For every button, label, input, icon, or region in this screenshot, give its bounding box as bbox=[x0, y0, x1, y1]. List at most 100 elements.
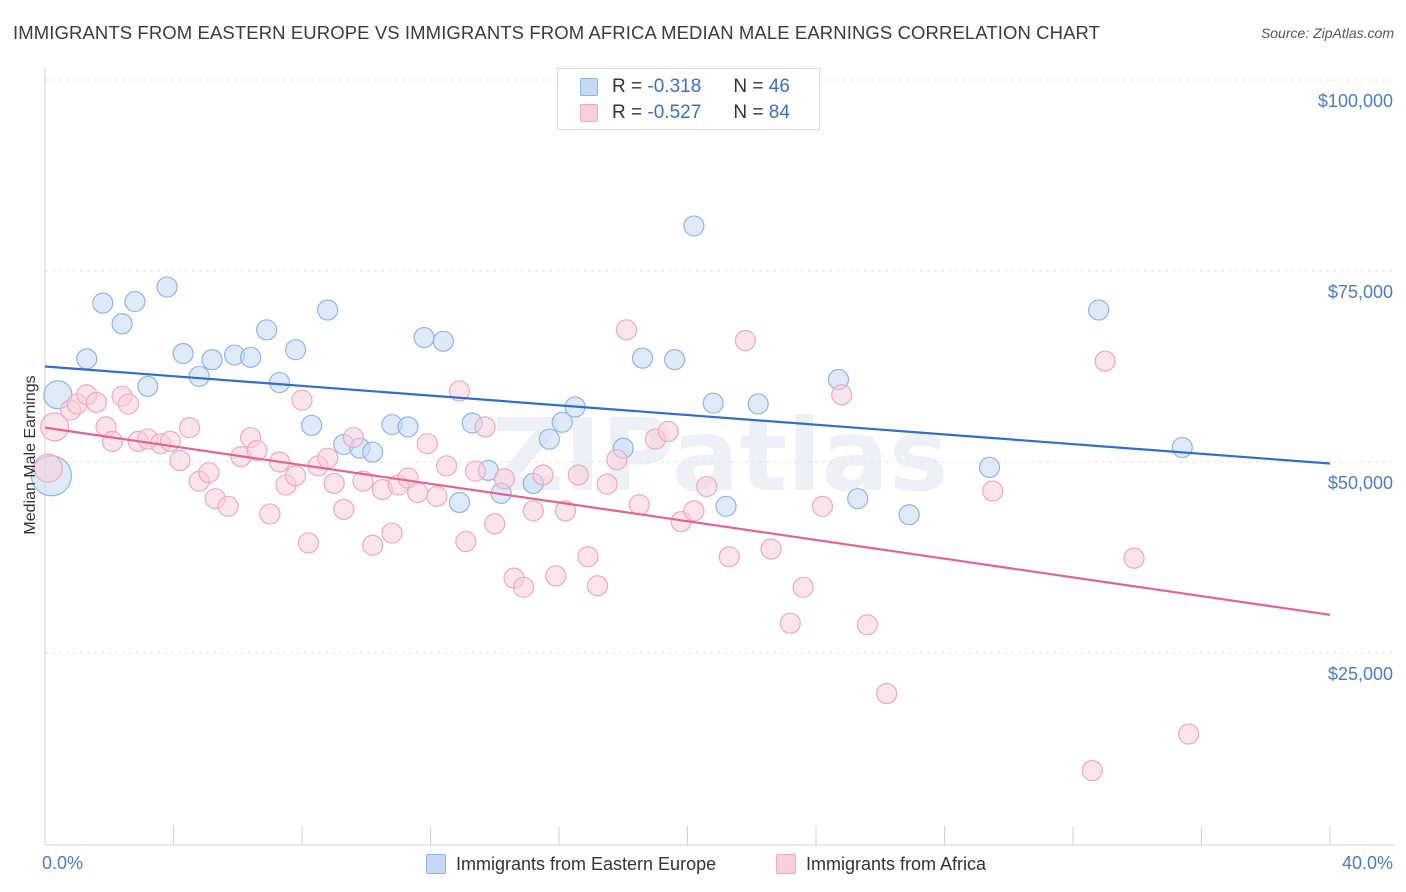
legend-row-eastern-europe: R = -0.318 N = 46 bbox=[580, 75, 790, 99]
point-africa bbox=[577, 546, 599, 568]
point-africa bbox=[532, 464, 554, 486]
point-africa bbox=[596, 473, 618, 495]
legend-r-value: -0.318 bbox=[647, 76, 702, 97]
legend-item-eastern-europe[interactable]: Immigrants from Eastern Europe bbox=[426, 852, 716, 876]
y-tick-label: $50,000 bbox=[1328, 473, 1393, 493]
point-africa bbox=[381, 522, 403, 544]
y-tick-label: $25,000 bbox=[1328, 664, 1393, 684]
point-africa bbox=[416, 433, 438, 455]
point-africa bbox=[1081, 760, 1103, 782]
point-africa bbox=[856, 614, 879, 636]
point-africa bbox=[484, 513, 506, 535]
legend-n-value: 84 bbox=[768, 102, 790, 123]
point-eastern-europe bbox=[362, 441, 384, 463]
point-africa bbox=[683, 500, 705, 522]
point-africa bbox=[792, 576, 814, 598]
point-africa bbox=[259, 503, 281, 525]
point-africa bbox=[426, 485, 448, 507]
point-africa bbox=[718, 546, 740, 568]
point-africa bbox=[198, 462, 220, 484]
point-africa bbox=[696, 475, 718, 498]
point-africa bbox=[407, 481, 429, 504]
point-eastern-europe bbox=[240, 346, 262, 368]
point-africa bbox=[1094, 350, 1116, 372]
y-tick-labels: $25,000 $50,000 $75,000 $100,000 bbox=[1318, 91, 1393, 684]
point-eastern-europe bbox=[551, 411, 573, 433]
point-eastern-europe bbox=[188, 365, 210, 388]
point-eastern-europe bbox=[256, 319, 278, 341]
x-tick-labels: 0.0% 40.0% bbox=[42, 853, 1393, 873]
point-eastern-europe bbox=[978, 456, 1001, 478]
point-africa bbox=[734, 329, 756, 352]
point-eastern-europe bbox=[201, 349, 223, 371]
point-eastern-europe bbox=[1171, 436, 1193, 459]
point-africa bbox=[982, 480, 1004, 502]
point-africa bbox=[474, 416, 496, 438]
point-africa bbox=[657, 420, 679, 443]
point-africa bbox=[333, 498, 355, 520]
point-eastern-europe bbox=[268, 371, 291, 394]
point-africa bbox=[169, 449, 191, 472]
point-africa bbox=[40, 412, 70, 442]
point-eastern-europe bbox=[1088, 299, 1110, 321]
point-eastern-europe bbox=[432, 330, 454, 352]
point-eastern-europe bbox=[715, 495, 737, 517]
point-africa bbox=[246, 439, 268, 462]
legend-swatch-eastern-europe bbox=[580, 78, 598, 96]
point-eastern-europe bbox=[413, 326, 435, 349]
point-africa bbox=[628, 494, 650, 516]
point-africa bbox=[101, 430, 124, 452]
point-africa bbox=[779, 612, 801, 634]
point-africa bbox=[342, 426, 364, 449]
y-tick-label: $75,000 bbox=[1328, 282, 1393, 302]
point-eastern-europe bbox=[284, 339, 307, 361]
point-eastern-europe bbox=[156, 276, 178, 298]
point-eastern-europe bbox=[92, 292, 114, 314]
point-eastern-europe bbox=[631, 347, 654, 369]
point-eastern-europe bbox=[538, 428, 560, 450]
point-africa bbox=[1123, 547, 1145, 569]
chart-source: Source: ZipAtlas.com bbox=[1260, 25, 1394, 41]
point-eastern-europe bbox=[683, 215, 705, 237]
point-eastern-europe bbox=[747, 393, 769, 415]
legend-item-africa[interactable]: Immigrants from Africa bbox=[776, 852, 986, 876]
legend-label-eastern-europe: Immigrants from Eastern Europe bbox=[456, 853, 717, 874]
point-eastern-europe bbox=[111, 313, 133, 335]
point-eastern-europe bbox=[448, 491, 471, 514]
point-africa bbox=[831, 384, 853, 406]
point-eastern-europe bbox=[397, 416, 419, 438]
legend-top: R = -0.318 N = 46 R = -0.527 N = 84 bbox=[557, 68, 820, 130]
point-africa bbox=[493, 468, 515, 490]
series-africa-points bbox=[33, 319, 1200, 782]
point-eastern-europe bbox=[137, 375, 159, 397]
point-africa bbox=[85, 391, 108, 414]
point-africa bbox=[317, 447, 339, 469]
point-africa bbox=[297, 532, 320, 554]
point-eastern-europe bbox=[702, 392, 724, 414]
point-africa bbox=[435, 455, 458, 477]
point-africa bbox=[362, 534, 384, 556]
legend-r-value: -0.527 bbox=[647, 102, 702, 123]
point-africa bbox=[33, 453, 63, 483]
point-eastern-europe bbox=[124, 290, 146, 313]
point-eastern-europe bbox=[317, 299, 339, 321]
point-africa bbox=[615, 319, 638, 341]
point-africa bbox=[567, 464, 589, 486]
point-eastern-europe bbox=[301, 414, 323, 436]
legend-label-africa: Immigrants from Africa bbox=[806, 853, 987, 874]
x-tick-label-min: 0.0% bbox=[42, 853, 83, 873]
point-eastern-europe bbox=[172, 342, 194, 365]
point-africa bbox=[586, 575, 609, 597]
point-eastern-europe bbox=[664, 349, 686, 371]
point-africa bbox=[811, 495, 834, 517]
point-eastern-europe bbox=[898, 504, 920, 526]
point-africa bbox=[448, 380, 471, 402]
point-africa bbox=[117, 393, 140, 415]
point-eastern-europe bbox=[847, 488, 869, 510]
legend-n-value: 46 bbox=[768, 76, 790, 97]
point-africa bbox=[178, 417, 201, 439]
legend-swatch-africa bbox=[776, 854, 796, 874]
legend-n-label: N = bbox=[733, 76, 764, 97]
trend-line-africa bbox=[44, 426, 1331, 616]
